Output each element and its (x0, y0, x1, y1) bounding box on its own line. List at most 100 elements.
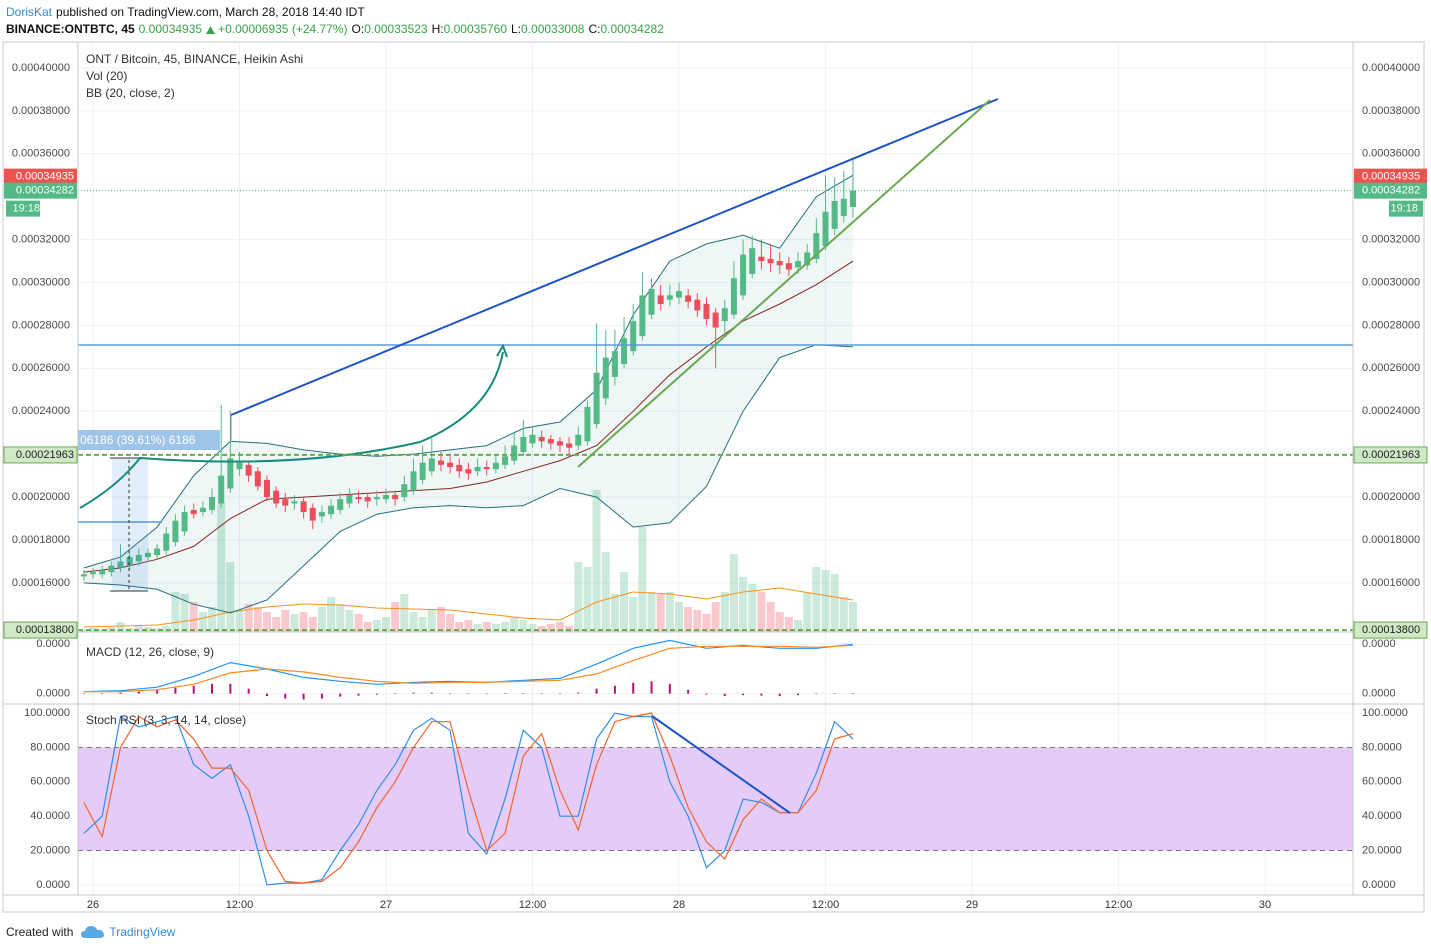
macd-title: MACD (12, 26, close, 9) (86, 645, 214, 659)
volume-bar (189, 602, 198, 632)
volume-bar (143, 627, 152, 632)
volume-bar (784, 617, 793, 632)
volume-bar (674, 602, 683, 632)
candle-body (209, 497, 216, 510)
volume-bar (400, 594, 409, 632)
volume-bar (684, 607, 693, 632)
volume-bar (281, 610, 290, 632)
volume-bar (317, 607, 326, 632)
y-tick-label: 0.00028000 (12, 319, 70, 331)
candle-body (685, 295, 692, 302)
volume-bar (436, 607, 445, 632)
y-tick-label: 0.00028000 (1362, 319, 1420, 331)
candle-body (666, 295, 673, 300)
axis-labels: 26 12:00 27 12:00 28 12:00 29 12:00 30 0.00016000… (3, 62, 1428, 911)
y-tick-label: 0.00040000 (12, 62, 70, 74)
candle-body (108, 565, 115, 573)
candle-body (831, 200, 838, 229)
created-with: Created with (6, 925, 74, 939)
macd-histogram-bar (156, 689, 159, 694)
y-tick-label: 80.0000 (1362, 741, 1402, 753)
chart-frame (2, 41, 1425, 913)
volume-bar (839, 597, 848, 632)
candle-body (547, 439, 554, 444)
candle-body (657, 295, 664, 304)
candle-body (849, 190, 856, 207)
macd-histogram-bar (284, 693, 287, 699)
bb-lower (83, 344, 854, 614)
volume-bar (427, 610, 436, 632)
y-tick-label: 0.0000 (1362, 688, 1396, 700)
volume-bar (555, 622, 564, 632)
candle-body (575, 434, 582, 446)
volume-bar (327, 597, 336, 632)
volume-ma-line (83, 587, 854, 628)
volume-bar (583, 567, 592, 632)
chart-title: ONT / Bitcoin, 45, BINANCE, Heikin Ashi (86, 52, 303, 66)
volume-bar (775, 612, 784, 632)
y-tick-label: 0.00026000 (1362, 362, 1420, 374)
high-value: 0.00035760 (443, 22, 508, 36)
candle-body (529, 434, 536, 444)
candle-body (483, 467, 490, 470)
volume-bar (748, 584, 757, 632)
countdown-label: 19:18 (12, 203, 40, 215)
candle-body (227, 458, 234, 489)
volume-bar (473, 624, 482, 632)
candle-body (740, 254, 747, 296)
bb-fill (83, 175, 853, 613)
volume-bar (455, 622, 464, 632)
y-tick-label: 0.00016000 (1362, 577, 1420, 589)
x-tick-label: 30 (1259, 899, 1271, 911)
macd-histogram-bar (613, 685, 616, 694)
candle-body (703, 303, 710, 319)
h-label: H: (431, 22, 444, 36)
volume-bar (565, 626, 574, 632)
candle-body (795, 261, 802, 268)
candle-body (813, 233, 820, 259)
countdown-badge (6, 200, 40, 217)
change: +0.00006935 (+24.77%) (218, 22, 348, 36)
volume-bar (89, 628, 98, 632)
candle-body (163, 533, 170, 551)
macd-histogram-bar (833, 693, 836, 694)
candle-body (309, 507, 316, 521)
candle-body (556, 441, 563, 446)
y-tick-label: 0.00024000 (1362, 405, 1420, 417)
candle-body (291, 501, 298, 504)
y-tick-label: 100.0000 (24, 707, 70, 719)
candle-body (566, 443, 573, 448)
candle-body (419, 462, 426, 480)
candle-body (135, 554, 142, 562)
volume-bar (812, 567, 821, 632)
candle-body (785, 263, 792, 270)
volume-bar (226, 562, 235, 632)
header-line: BINANCE:ONTBTC, 45 0.00034935 +0.00006935 … (6, 21, 668, 38)
candle-body (117, 561, 124, 568)
y-tick-label: 0.00024000 (12, 405, 70, 417)
volume-bar (794, 620, 803, 632)
up-arrow-icon (206, 26, 216, 34)
candle-body (456, 464, 463, 472)
y-tick-label: 0.0000 (36, 879, 70, 891)
volume-bar (198, 612, 207, 632)
author[interactable]: DorisKat (6, 5, 53, 19)
volume-bar (299, 612, 308, 632)
brand[interactable]: TradingView (109, 925, 176, 939)
volume-bar (711, 602, 720, 632)
volume-bar (345, 610, 354, 632)
candle-body (410, 471, 417, 491)
indicator-label: Vol (20) (86, 69, 127, 83)
x-tick-label: 12:00 (812, 899, 840, 911)
candle-body (648, 288, 655, 315)
candle-body (840, 198, 847, 216)
price-badge-label: 0.00034282 (1362, 185, 1420, 197)
measure-label-box (78, 430, 220, 450)
volume-bar (171, 592, 180, 632)
candle-body (263, 479, 270, 498)
y-tick-label: 0.00030000 (1362, 276, 1420, 288)
y-tick-label: 0.00036000 (1362, 148, 1420, 160)
macd-histogram-bar (375, 693, 378, 695)
series-line (83, 712, 854, 886)
